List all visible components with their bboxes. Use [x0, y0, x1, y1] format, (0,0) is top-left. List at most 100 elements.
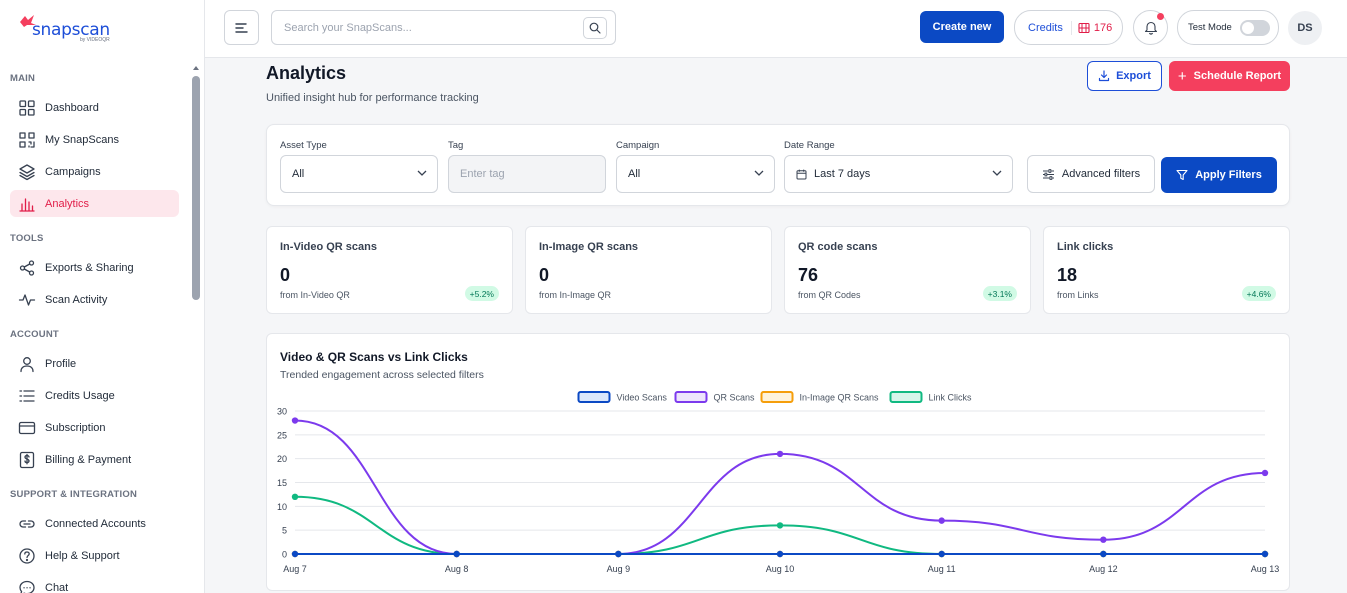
sidebar-item-chat[interactable]: Chat — [10, 574, 179, 593]
stat-value: 0 — [280, 265, 291, 285]
sidebar-item-campaigns[interactable]: Campaigns — [10, 158, 179, 185]
y-tick-label: 25 — [277, 430, 287, 440]
search-button[interactable] — [583, 17, 607, 39]
bell-icon — [1144, 21, 1157, 35]
menu-icon — [234, 22, 248, 33]
sidebar-item-profile[interactable]: Profile — [10, 350, 179, 377]
activity-icon — [18, 291, 36, 309]
stat-title: In-Video QR scans — [280, 241, 377, 253]
sidebar-item-scan-activity[interactable]: Scan Activity — [10, 286, 179, 313]
apply-filters-button[interactable]: Apply Filters — [1161, 157, 1277, 193]
stat-value: 0 — [539, 265, 550, 285]
stat-title: QR code scans — [798, 241, 878, 253]
list-icon — [18, 387, 36, 405]
sidebar-item-credits-usage[interactable]: Credits Usage — [10, 382, 179, 409]
stat-value: 76 — [798, 265, 819, 285]
brand-sub: by VIDEOQR — [80, 37, 110, 43]
advanced-filters-button[interactable]: Advanced filters — [1027, 155, 1155, 193]
x-tick-label: Aug 10 — [766, 564, 795, 574]
notifications-button[interactable] — [1133, 10, 1168, 45]
x-tick-label: Aug 11 — [928, 564, 956, 574]
campaign-value: All — [628, 168, 641, 180]
asset-type-select[interactable]: All — [280, 155, 438, 193]
campaign-label: Campaign — [616, 140, 660, 151]
campaign-select[interactable]: All — [616, 155, 775, 193]
chart-title: Video & QR Scans vs Link Clicks — [280, 350, 468, 364]
tag-input[interactable] — [460, 168, 590, 180]
data-point-series-1 — [1100, 536, 1107, 543]
stat-subtitle: from In-Image QR — [539, 290, 612, 300]
sidebar-scrollbar[interactable] — [191, 66, 201, 593]
line-chart: 0 5 10 15 20 25 30 Aug 7 Aug 8 Aug 9 Aug 10 Aug 11 A… — [277, 391, 1280, 574]
sidebar-item-help-and-support[interactable]: Help & Support — [10, 542, 179, 569]
sidebar-item-label: Exports & Sharing — [45, 261, 134, 274]
sidebar-item-analytics[interactable]: Analytics — [10, 190, 179, 217]
y-tick-label: 15 — [277, 478, 287, 488]
test-mode-toggle[interactable] — [1239, 19, 1270, 36]
stat-change-badge: +3.1% — [982, 286, 1017, 301]
search-input[interactable] — [284, 19, 574, 37]
sidebar-item-label: My SnapScans — [45, 133, 119, 146]
sidebar-item-my-snapscans[interactable]: My SnapScans — [10, 126, 179, 153]
search-icon — [589, 22, 601, 34]
tag-label: Tag — [448, 140, 464, 151]
date-range-label: Date Range — [784, 140, 835, 151]
menu-toggle-button[interactable] — [224, 10, 259, 45]
dollar-icon — [18, 451, 36, 469]
credits-label: Credits — [1028, 21, 1063, 34]
x-tick-label: Aug 7 — [283, 564, 307, 574]
scroll-up-arrow-icon[interactable] — [193, 66, 199, 70]
x-tick-label: Aug 12 — [1089, 564, 1118, 574]
y-tick-label: 30 — [277, 407, 287, 417]
engagement-chart-card: Video & QR Scans vs Link Clicks Trended … — [266, 333, 1290, 591]
sidebar-item-label: Scan Activity — [45, 293, 108, 306]
credits-button[interactable]: Credits 176 — [1014, 10, 1123, 45]
sidebar-item-billing-and-payment[interactable]: Billing & Payment — [10, 446, 179, 473]
scroll-thumb[interactable] — [192, 76, 200, 300]
dashboard-icon — [18, 99, 36, 117]
sidebar-item-dashboard[interactable]: Dashboard — [10, 94, 179, 121]
user-avatar[interactable]: DS — [1288, 11, 1322, 45]
stat-title: Link clicks — [1057, 241, 1114, 253]
sliders-icon — [1042, 168, 1054, 180]
logo-mark-icon — [20, 15, 36, 27]
layers-icon — [18, 163, 36, 181]
asset-type-label: Asset Type — [280, 140, 327, 151]
data-point-series-0 — [291, 550, 299, 558]
x-tick-label: Aug 13 — [1251, 564, 1280, 574]
sidebar-item-subscription[interactable]: Subscription — [10, 414, 179, 441]
export-label: Export — [1116, 70, 1151, 82]
sidebar-item-label: Chat — [45, 581, 69, 593]
data-point-series-0 — [1100, 550, 1107, 558]
date-range-select[interactable]: Last 7 days — [784, 155, 1013, 193]
chevron-down-icon — [992, 170, 1002, 176]
legend-swatch — [674, 391, 708, 403]
y-tick-label: 0 — [282, 550, 287, 560]
download-icon — [1098, 70, 1110, 82]
page-title: Analytics — [266, 63, 347, 83]
stat-value: 18 — [1057, 265, 1078, 285]
stat-subtitle: from QR Codes — [798, 290, 861, 300]
legend-label: Link Clicks — [929, 393, 973, 403]
legend-swatch — [577, 391, 611, 403]
sidebar-item-exports-and-sharing[interactable]: Exports & Sharing — [10, 254, 179, 281]
test-mode-control: Test Mode — [1177, 10, 1279, 45]
stat-card-qr-code: QR code scans 76 from QR Codes +3.1% — [784, 226, 1031, 314]
sidebar-item-connected-accounts[interactable]: Connected Accounts — [10, 510, 179, 537]
data-point-series-1 — [776, 450, 784, 458]
x-tick-label: Aug 9 — [607, 564, 631, 574]
credits-divider — [1070, 20, 1072, 35]
data-point-series-1 — [1261, 469, 1269, 477]
create-new-button[interactable]: Create new — [920, 11, 1004, 43]
film-icon — [1078, 22, 1090, 33]
data-point-series-3 — [776, 522, 784, 529]
data-point-series-0 — [615, 550, 622, 558]
snapscan-logo[interactable]: snapscan by VIDEOQR — [18, 14, 118, 44]
chevron-down-icon — [417, 170, 427, 176]
export-button[interactable]: Export — [1087, 61, 1162, 91]
schedule-report-button[interactable]: + Schedule Report — [1169, 61, 1290, 91]
date-range-value: Last 7 days — [814, 168, 871, 180]
advanced-filters-label: Advanced filters — [1061, 168, 1141, 180]
data-point-series-3 — [291, 493, 299, 500]
sidebar-section-title: ACCOUNT — [10, 328, 59, 340]
